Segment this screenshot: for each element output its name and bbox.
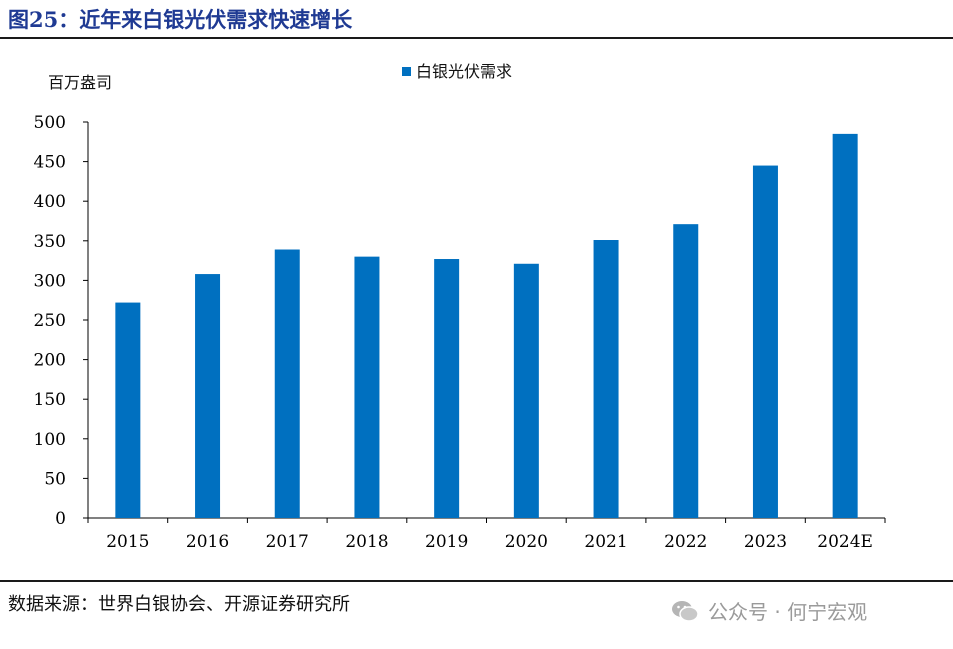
wechat-icon: [672, 600, 699, 622]
bar-2019: [434, 259, 460, 518]
y-tick-label: 250: [34, 311, 66, 331]
x-tick-label: 2021: [584, 532, 627, 552]
bar-2020: [513, 263, 539, 518]
legend-label: 白银光伏需求: [416, 62, 512, 81]
bar-2023: [752, 165, 778, 518]
y-tick-label: 350: [34, 232, 66, 252]
y-tick-label: 50: [44, 469, 66, 489]
x-tick-label: 2017: [266, 532, 309, 552]
bar-2016: [195, 274, 221, 518]
chart-title: 图25：近年来白银光伏需求快速增长: [8, 7, 353, 32]
y-tick-label: 0: [55, 509, 66, 529]
y-tick-label: 450: [34, 153, 66, 173]
x-tick-label: 2024E: [817, 532, 873, 552]
y-tick-label: 100: [34, 430, 66, 450]
x-tick-label: 2022: [664, 532, 707, 552]
x-tick-label: 2015: [106, 532, 149, 552]
y-tick-label: 500: [34, 113, 66, 133]
bar-2015: [115, 302, 141, 518]
bar-chart: 百万盎司 白银光伏需求 0 50 100 150 200 250 300 350 400 450 500…: [34, 62, 886, 552]
y-tick-label: 300: [34, 271, 66, 291]
bar-2024E: [832, 133, 858, 518]
bar-2022: [673, 224, 699, 518]
bottom-rule: [0, 580, 953, 582]
bar-2017: [274, 249, 300, 518]
top-rule: [0, 37, 953, 39]
watermark: 公众号 · 何宁宏观: [670, 596, 867, 625]
y-tick-label: 200: [34, 351, 66, 371]
watermark-text: 公众号 · 何宁宏观: [708, 600, 868, 624]
x-tick-label: 2020: [505, 532, 548, 552]
y-tick-label: 150: [34, 390, 66, 410]
bar-2021: [593, 240, 619, 518]
x-tick-label: 2016: [186, 532, 229, 552]
x-tick-label: 2019: [425, 532, 468, 552]
x-tick-label: 2023: [744, 532, 787, 552]
bar-2018: [354, 256, 380, 518]
x-tick-label: 2018: [345, 532, 388, 552]
y-tick-label: 400: [34, 192, 66, 212]
source-note: 数据来源：世界白银协会、开源证券研究所: [8, 594, 350, 615]
legend-swatch: [402, 67, 411, 76]
y-unit-label: 百万盎司: [48, 73, 112, 92]
